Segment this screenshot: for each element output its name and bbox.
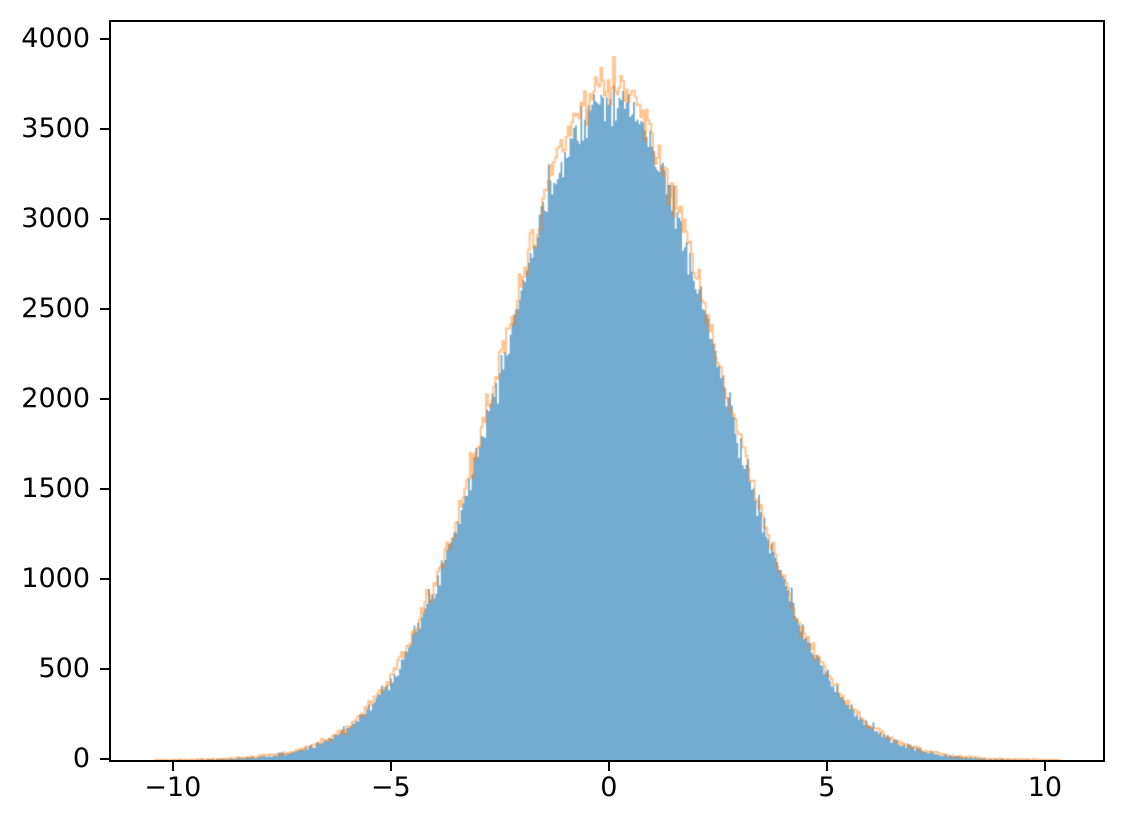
y-tick-label-1500: 1500 [21,473,90,504]
y-tick-label-1000: 1000 [21,563,90,594]
x-tick-mark [825,761,828,771]
x-tick-label--10: −10 [144,772,202,803]
x-tick-mark [607,761,610,771]
y-tick-label-500: 500 [38,653,90,684]
x-tick-mark [171,761,174,771]
y-tick-mark [100,488,110,490]
x-tick-label--5: −5 [370,772,411,803]
x-tick-label-5: 5 [818,772,836,803]
y-tick-mark [100,398,110,400]
y-tick-label-0: 0 [72,743,90,774]
y-tick-label-4000: 4000 [21,23,90,54]
histogram-canvas [111,22,1103,760]
y-tick-label-2500: 2500 [21,293,90,324]
y-tick-mark [100,38,110,40]
x-tick-mark [389,761,392,771]
y-tick-mark [100,128,110,130]
x-tick-mark [1043,761,1046,771]
y-tick-mark [100,758,110,760]
plot-area [109,20,1105,762]
y-tick-mark [100,218,110,220]
y-tick-mark [100,578,110,580]
y-tick-label-2000: 2000 [21,383,90,414]
y-tick-label-3500: 3500 [21,113,90,144]
x-tick-label-10: 10 [1027,772,1063,803]
y-tick-label-3000: 3000 [21,203,90,234]
x-tick-label-0: 0 [600,772,618,803]
y-tick-mark [100,308,110,310]
y-tick-mark [100,668,110,670]
